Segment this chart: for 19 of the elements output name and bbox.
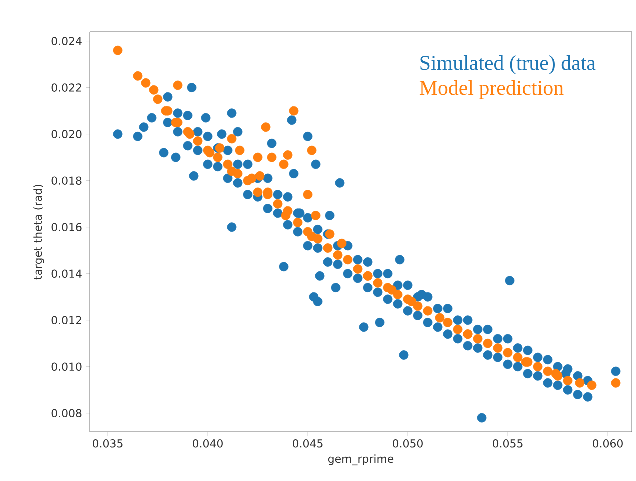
- y-tick-label: 0.016: [52, 223, 82, 232]
- y-tick-label: 0.010: [52, 362, 82, 372]
- x-axis-title: gem_rprime: [328, 454, 394, 466]
- x-tick-label: 0.035: [93, 440, 123, 448]
- x-tick-label: 0.045: [293, 440, 323, 448]
- y-tick-label: 0.008: [52, 409, 82, 418]
- text: Simulated (true) data: [420, 56, 596, 74]
- y-tick-label: 0.024: [52, 37, 82, 46]
- x-tick-label: 0.060: [593, 440, 623, 448]
- y-axis-title: target theta (rad): [34, 184, 44, 280]
- x-tick-label: 0.040: [193, 440, 223, 448]
- y-tick-label: 0.020: [52, 130, 82, 138]
- text: Model prediction: [420, 80, 564, 100]
- x-tick-label: 0.050: [393, 440, 423, 448]
- y-tick-label: 0.014: [52, 270, 82, 278]
- y-tick-label: 0.022: [52, 84, 82, 92]
- y-tick-label: 0.018: [52, 176, 82, 185]
- x-tick-label: 0.055: [493, 440, 523, 448]
- y-tick-label: 0.012: [52, 316, 82, 325]
